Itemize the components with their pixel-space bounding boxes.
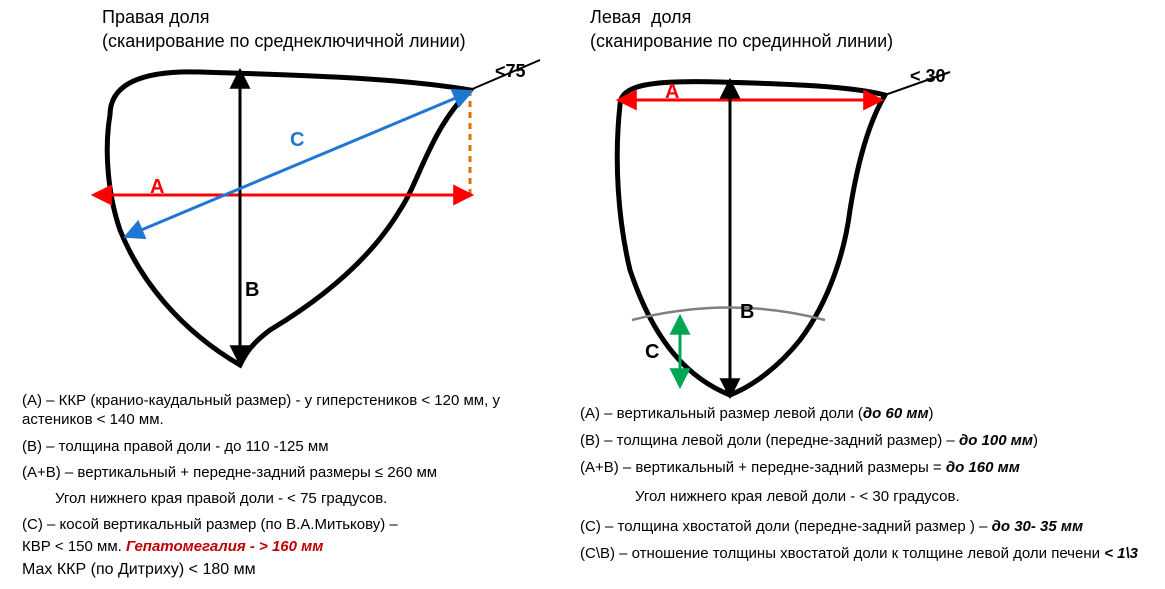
left-angle-label: < 30	[910, 65, 946, 88]
left-A-label: A	[665, 80, 679, 105]
right-text-A: (А) – ККР (кранио-каудальный размер) - у…	[22, 392, 502, 430]
left-text-A-c: )	[929, 405, 934, 422]
left-text-A-a: (А) – вертикальный размер левой доли (	[580, 405, 863, 422]
left-text-B-line: (В) – толщина левой доли (передне-задний…	[580, 432, 1160, 451]
right-text-C1: (С) – косой вертикальный размер (по В.А.…	[22, 516, 532, 535]
left-text-A-b: до 60 мм	[863, 405, 929, 422]
left-text-AB-a: (А+В) – вертикальный + передне-задний ра…	[580, 459, 946, 476]
left-text-angle: Угол нижнего края левой доли - < 30 град…	[635, 488, 1155, 507]
left-text-ratio-a: (С\В) – отношение толщины хвостатой доли…	[580, 545, 1104, 562]
right-title1: Правая доля	[102, 6, 209, 29]
right-C-arrow	[127, 92, 470, 236]
left-title2: (сканирование по срединной линии)	[590, 30, 893, 53]
left-text-ratio-line: (С\В) – отношение толщины хвостатой доли…	[580, 545, 1160, 564]
diagram-canvas: Правая доля (сканирование по среднеключи…	[0, 0, 1165, 589]
right-B-label: B	[245, 278, 259, 303]
left-C-label: C	[645, 340, 659, 365]
left-text-B-a: (В) – толщина левой доли (передне-задний…	[580, 432, 959, 449]
right-text-C2a: КВР < 150 мм.	[22, 538, 126, 555]
left-text-C-a: (С) – толщина хвостатой доли (передне-за…	[580, 518, 992, 535]
left-text-B-b: до 100 мм	[959, 432, 1033, 449]
right-C-label: C	[290, 128, 304, 153]
left-text-B-c: )	[1033, 432, 1038, 449]
left-text-A-line: (А) – вертикальный размер левой доли (до…	[580, 405, 1140, 424]
right-text-AB: (А+В) – вертикальный + передне-задний ра…	[22, 464, 532, 483]
left-text-C-b: до 30- 35 мм	[992, 518, 1084, 535]
right-text-B: (В) – толщина правой доли - до 110 -125 …	[22, 438, 502, 457]
left-text-C-line: (С) – толщина хвостатой доли (передне-за…	[580, 518, 1160, 537]
right-text-max: Мах ККР (по Дитриху) < 180 мм	[22, 560, 502, 580]
right-text-C2-line: КВР < 150 мм. Гепатомегалия - > 160 мм	[22, 538, 532, 557]
left-text-AB-b: до 160 мм	[946, 459, 1020, 476]
right-title2: (сканирование по среднеключичной линии)	[102, 30, 466, 53]
left-title1: Левая доля	[590, 6, 691, 29]
right-text-C2b: Гепатомегалия - > 160 мм	[126, 538, 323, 555]
left-B-label: B	[740, 300, 754, 325]
left-text-ratio-b: < 1\3	[1104, 545, 1138, 562]
left-text-AB-line: (А+В) – вертикальный + передне-задний ра…	[580, 459, 1160, 478]
right-text-angle: Угол нижнего края правой доли - < 75 гра…	[55, 490, 535, 509]
right-A-label: A	[150, 175, 164, 200]
right-angle-label: <75	[495, 60, 526, 83]
